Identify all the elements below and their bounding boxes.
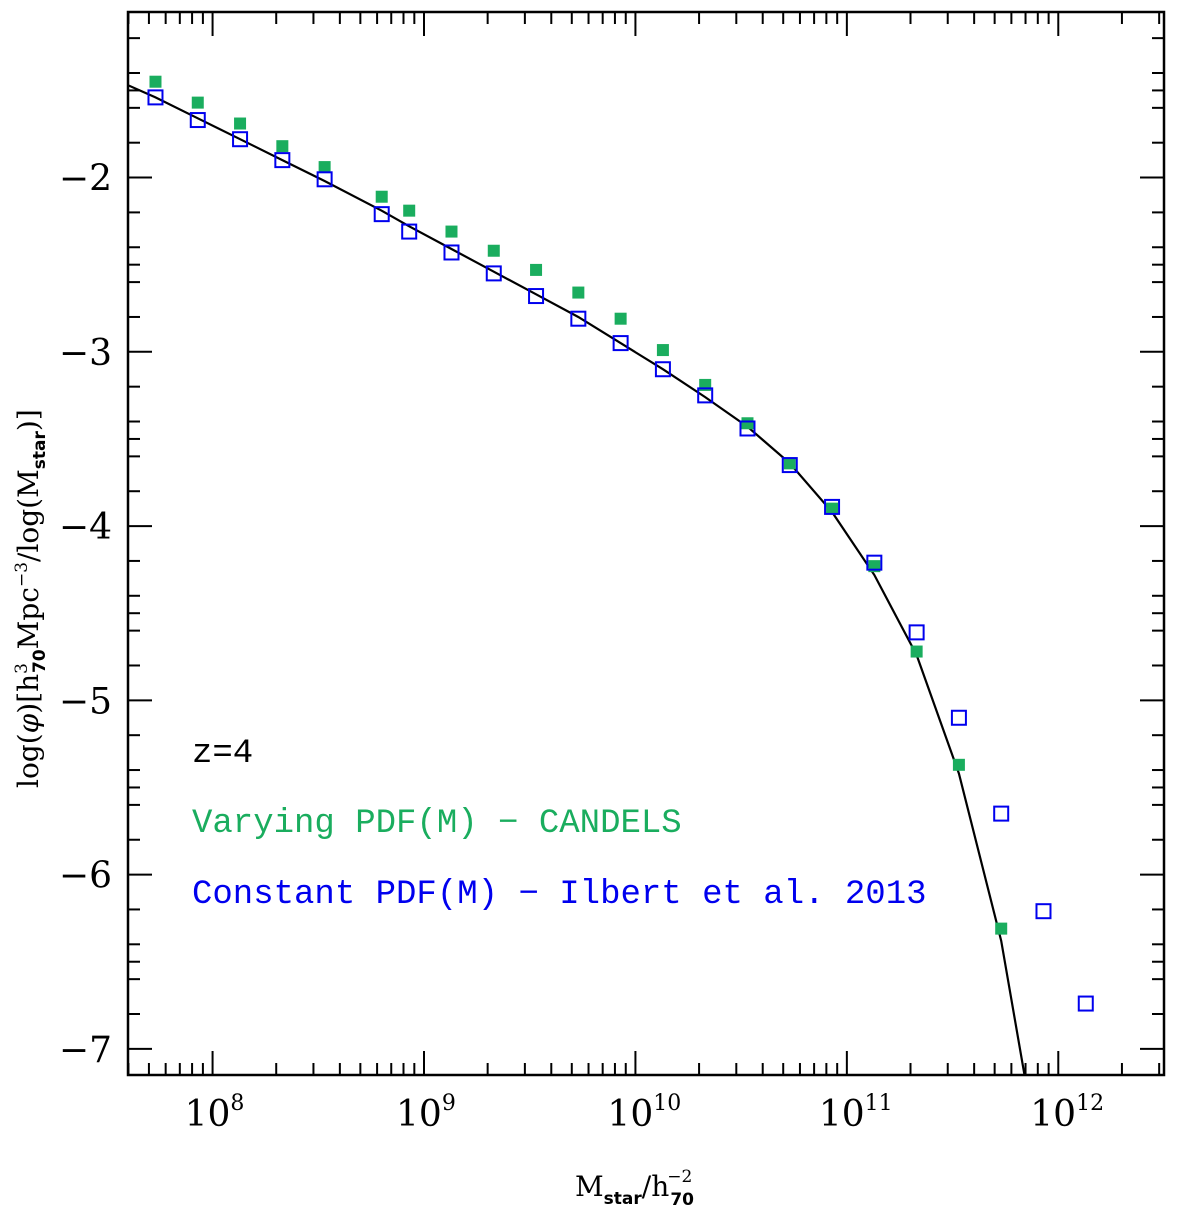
- y-tick-label: −6: [59, 856, 112, 897]
- ilbert-point: [485, 265, 502, 282]
- plot-frame: [126, 10, 1166, 1077]
- ilbert-point: [274, 152, 291, 169]
- legend-ilbert: Constant PDF(M) − Ilbert et al. 2013: [192, 876, 927, 914]
- ilbert-point: [612, 335, 629, 352]
- ilbert-point: [147, 89, 164, 106]
- ilbert-point: [1035, 903, 1052, 920]
- x-tick-exponent: 11: [865, 1091, 893, 1116]
- candels-point: [530, 263, 543, 276]
- x-tick-label: 1012: [1030, 1091, 1104, 1135]
- candels-point: [656, 344, 669, 357]
- candels-point: [826, 502, 839, 515]
- candels-point: [783, 457, 796, 470]
- y-tick-label: −5: [59, 681, 112, 722]
- x-tick-label: 108: [185, 1091, 245, 1135]
- candels-point: [375, 190, 388, 203]
- x-tick-exponent: 8: [230, 1091, 244, 1116]
- x-tick-exponent: 10: [653, 1091, 681, 1116]
- x-tick-base: 10: [185, 1094, 231, 1135]
- redshift-label: z=4: [192, 735, 253, 773]
- ilbert-point: [993, 805, 1010, 822]
- ilbert-point: [401, 223, 418, 240]
- x-tick-labels: 108 109 1010 1011 1012: [185, 1091, 1105, 1135]
- candels-series: [149, 75, 1008, 935]
- legend-candels: Varying PDF(M) − CANDELS: [192, 805, 682, 843]
- tick-marks: [127, 12, 1164, 1075]
- candels-point: [149, 75, 162, 88]
- ilbert-point: [824, 498, 841, 515]
- ilbert-point: [781, 457, 798, 474]
- candels-point: [487, 244, 500, 257]
- ilbert-point: [908, 624, 925, 641]
- ilbert-point: [697, 387, 714, 404]
- y-tick-label: −3: [59, 333, 112, 374]
- x-axis-label: Mstar/h−2 70: [575, 1167, 694, 1206]
- ilbert-point: [866, 554, 883, 571]
- y-tick-labels: −2 −3 −4 −5 −6 −7: [59, 159, 112, 1071]
- y-axis-label: log(φ)[h370Mpc−3/log(Mstar)]: [12, 409, 50, 788]
- candels-point: [910, 645, 923, 658]
- candels-point: [403, 204, 416, 217]
- fit-line: [128, 84, 1026, 1075]
- candels-point: [614, 312, 627, 325]
- candels-point: [276, 140, 289, 153]
- fit-line-layer: [128, 84, 1026, 1075]
- x-tick-exponent: 12: [1076, 1091, 1104, 1116]
- ilbert-point: [373, 206, 390, 223]
- x-tick-label: 1010: [607, 1091, 681, 1135]
- candels-point: [234, 117, 247, 130]
- candels-point: [445, 225, 458, 238]
- x-tick-base: 10: [607, 1094, 653, 1135]
- ilbert-point: [232, 131, 249, 148]
- ilbert-point: [570, 310, 587, 327]
- y-tick-label: −7: [59, 1030, 112, 1071]
- x-tick-label: 1011: [819, 1091, 893, 1135]
- candels-point: [995, 922, 1008, 935]
- ilbert-series: [147, 89, 1094, 1012]
- candels-point: [318, 161, 331, 174]
- ilbert-point: [316, 171, 333, 188]
- x-tick-base: 10: [819, 1094, 865, 1135]
- y-tick-label: −4: [59, 507, 112, 548]
- candels-point: [572, 286, 585, 299]
- x-tick-label: 109: [396, 1091, 456, 1135]
- ilbert-point: [528, 288, 545, 305]
- ilbert-point: [654, 361, 671, 378]
- x-tick-base: 10: [1030, 1094, 1076, 1135]
- x-tick-exponent: 9: [442, 1091, 456, 1116]
- candels-point: [741, 417, 754, 430]
- candels-point: [952, 758, 965, 771]
- ilbert-point: [443, 244, 460, 261]
- x-tick-base: 10: [396, 1094, 442, 1135]
- ilbert-point: [739, 420, 756, 437]
- ilbert-point: [950, 709, 967, 726]
- candels-point: [191, 96, 204, 109]
- ilbert-point: [189, 112, 206, 129]
- y-tick-label: −2: [59, 159, 112, 200]
- ilbert-point: [1077, 995, 1094, 1012]
